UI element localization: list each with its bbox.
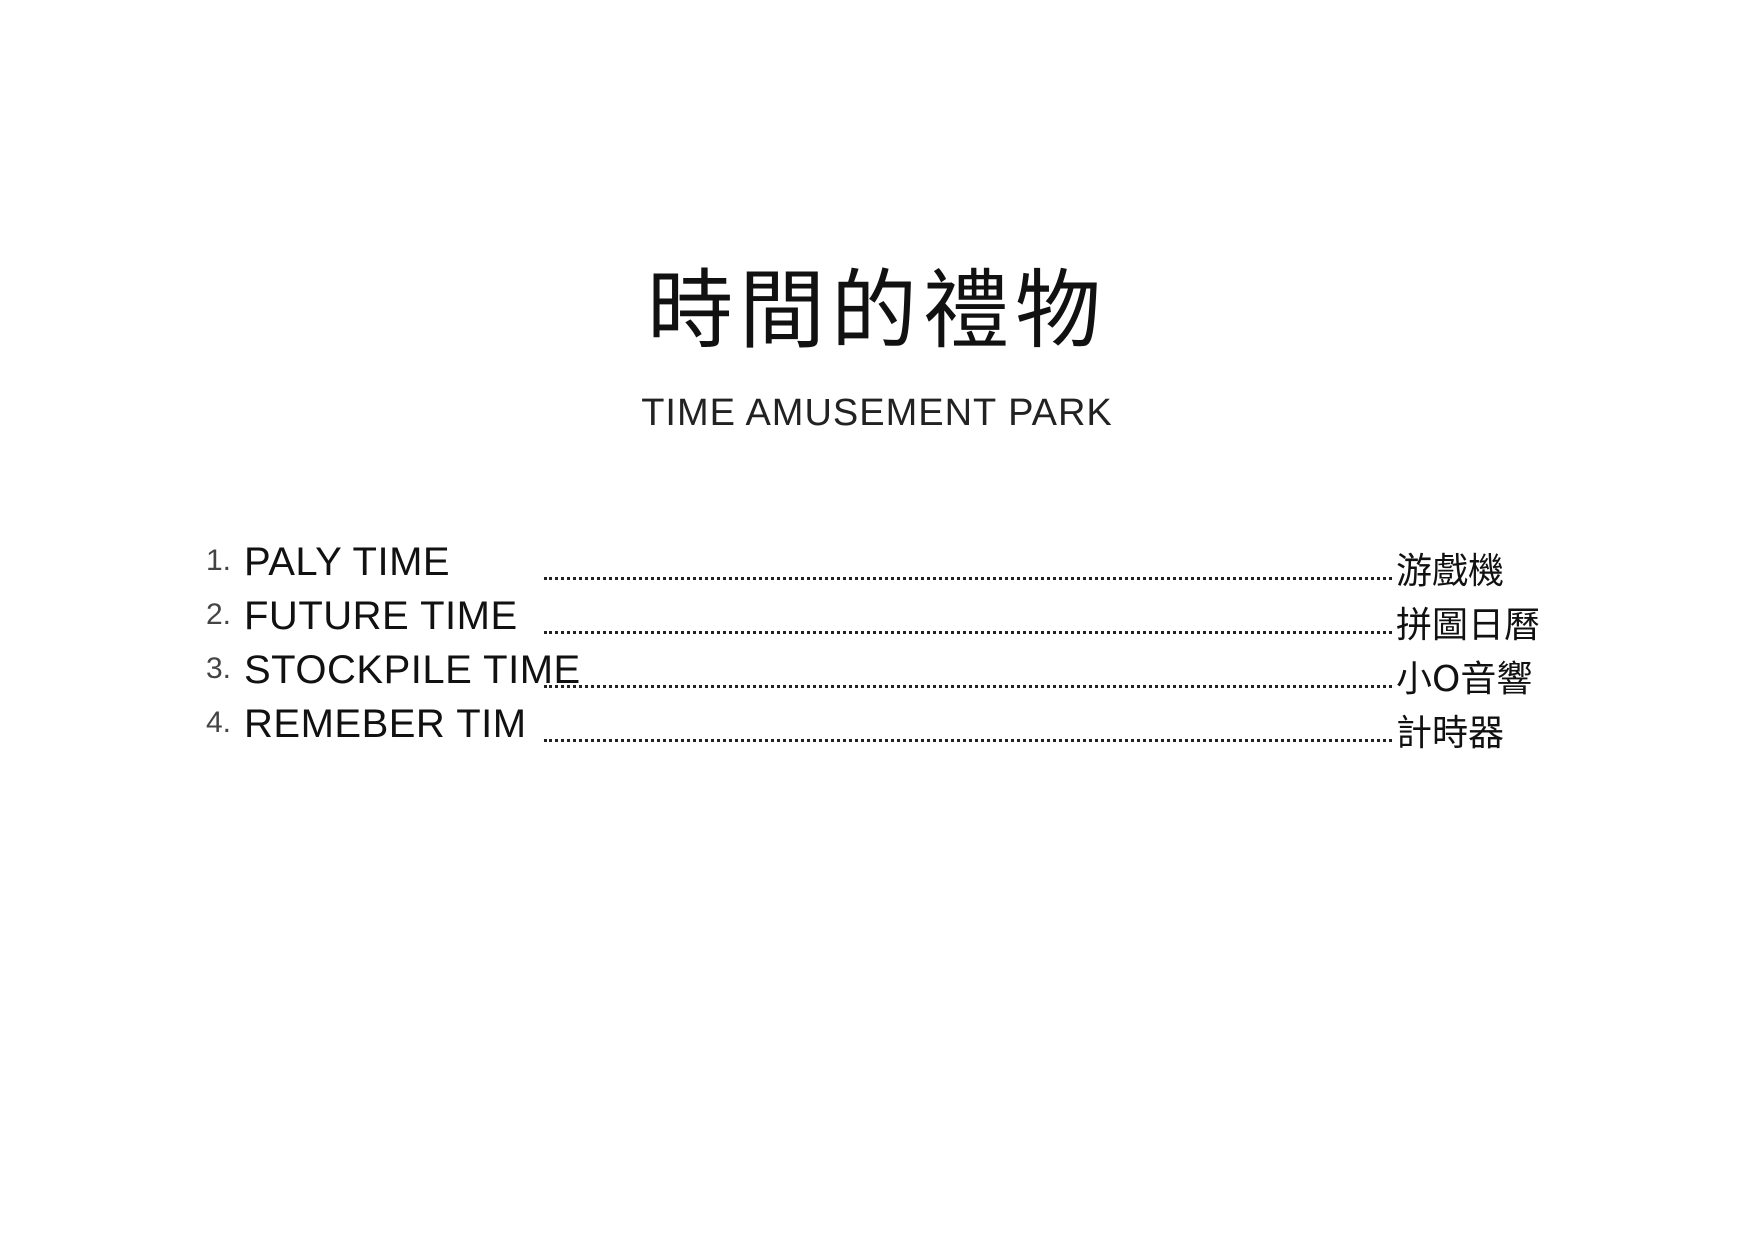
toc-entry-4: 4. REMEBER TIM 計時器 [206, 702, 1556, 756]
toc-entry-3: 3. STOCKPILE TIME 小O音響 [206, 648, 1556, 702]
toc-entry-value: 游戲機 [1396, 551, 1505, 592]
toc-entry-1: 1. PALY TIME 游戲機 [206, 540, 1556, 594]
page-subtitle-english: TIME AMUSEMENT PARK [641, 392, 1113, 434]
toc-entry-value: 小O音響 [1396, 659, 1533, 700]
toc-entry-label: STOCKPILE TIME [244, 648, 581, 692]
dotted-leader [544, 631, 1392, 634]
toc-entry-number: 1. [206, 544, 232, 577]
dotted-leader [544, 577, 1392, 580]
toc-entry-number: 4. [206, 706, 232, 739]
dotted-leader [544, 685, 1392, 688]
dotted-leader [544, 739, 1392, 742]
table-of-contents: 1. PALY TIME 游戲機 2. FUTURE TIME 拼圖日曆 3. … [206, 540, 1556, 756]
toc-entry-number: 2. [206, 598, 232, 631]
toc-entry-2: 2. FUTURE TIME 拼圖日曆 [206, 594, 1556, 648]
toc-entry-value: 拼圖日曆 [1396, 605, 1541, 646]
toc-entry-label: FUTURE TIME [244, 594, 518, 638]
toc-entry-number: 3. [206, 652, 232, 685]
toc-entry-value: 計時器 [1396, 713, 1505, 754]
toc-entry-label: PALY TIME [244, 540, 451, 584]
toc-entry-label: REMEBER TIM [244, 702, 527, 746]
page-title-chinese: 時間的禮物 [647, 261, 1107, 361]
